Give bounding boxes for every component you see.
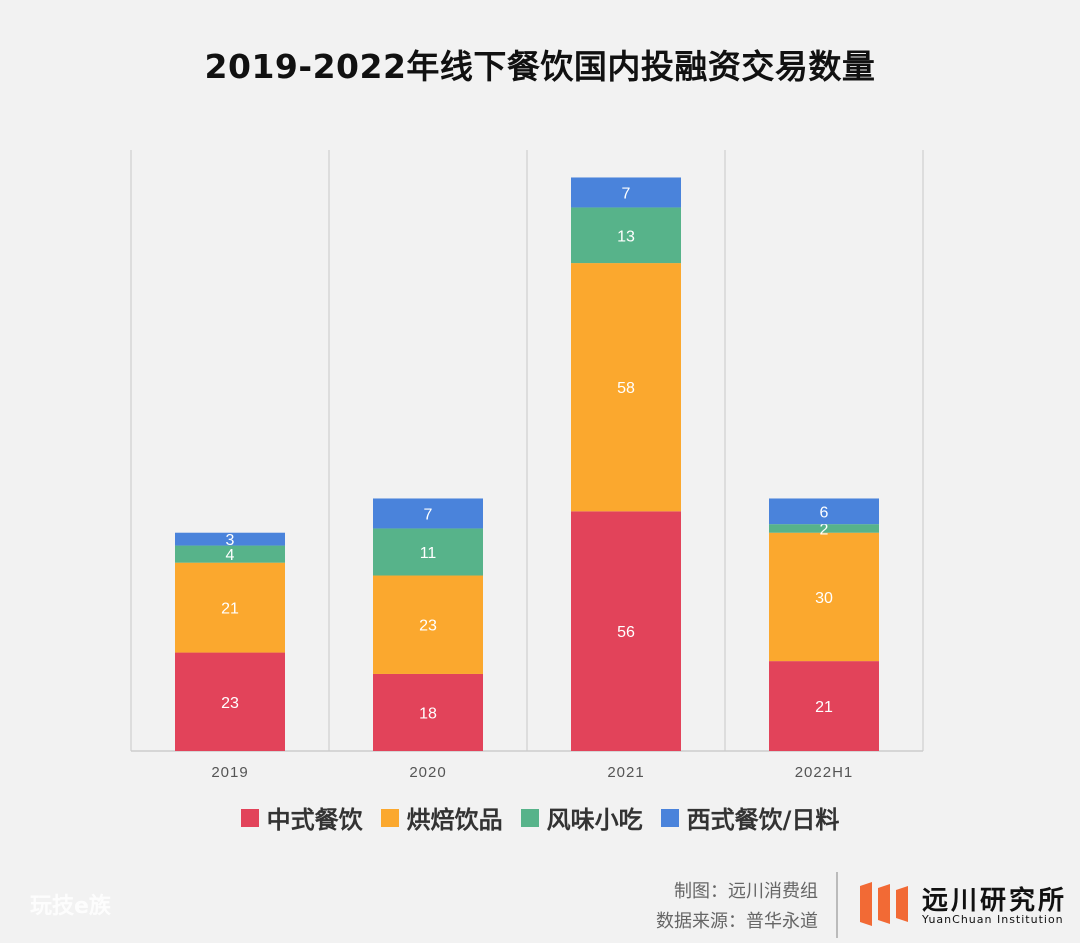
data-label: 7: [424, 506, 433, 523]
legend-label: 西式餐饮/日料: [686, 806, 840, 834]
bar-segment: [175, 545, 285, 563]
footer-credit: 制图：远川消费组 数据来源：普华永道: [656, 877, 818, 937]
bar-segment: [373, 498, 483, 529]
data-label: 7: [622, 185, 631, 202]
legend-item: 烘焙饮品: [380, 800, 503, 835]
x-tick-label: 2019: [211, 764, 248, 781]
data-label: 4: [226, 547, 235, 564]
bar-segment: [571, 177, 681, 208]
logo-name-en: YuanChuan Institution: [922, 913, 1064, 926]
stacked-bar-chart: 23 21 43 2019 18 23 11 7 2020 56 58 13 7 2021 21 30 26 20…: [130, 150, 924, 781]
data-label: 11: [420, 545, 437, 562]
bar-segment: [373, 673, 483, 751]
watermark: 玩技e族: [30, 894, 111, 919]
bar-segment: [373, 575, 483, 674]
bar-segment: [769, 524, 879, 533]
x-tick-label: 2021: [607, 764, 644, 781]
bar-segment: [373, 528, 483, 576]
legend-item: 风味小吃: [520, 800, 643, 835]
legend-label: 风味小吃: [546, 806, 643, 834]
legend-swatch: [240, 808, 259, 827]
x-tick-label: 2020: [409, 764, 446, 781]
legend: 中式餐饮 烘焙饮品 风味小吃 西式餐饮/日料: [0, 800, 1080, 835]
data-label: 30: [815, 590, 833, 607]
data-label: 56: [617, 624, 635, 641]
legend-label: 中式餐饮: [266, 806, 363, 834]
bar-segment: [571, 263, 681, 512]
bar-segment: [769, 532, 879, 662]
bar-segment: [175, 652, 285, 751]
data-label: 2: [820, 521, 829, 538]
bar-segment: [571, 511, 681, 751]
legend-swatch: [660, 808, 679, 827]
bar-segment: [175, 562, 285, 653]
chart-title: 2019-2022年线下餐饮国内投融资交易数量: [204, 47, 876, 86]
data-label: 6: [820, 504, 829, 521]
bar-segment: [769, 498, 879, 525]
legend-item: 中式餐饮: [240, 800, 363, 835]
bar-segment: [175, 532, 285, 546]
data-label: 21: [815, 699, 833, 716]
footer-divider: [836, 872, 838, 938]
data-label: 23: [221, 695, 239, 712]
bar-segment: [769, 661, 879, 751]
legend-label: 烘焙饮品: [406, 806, 503, 834]
data-label: 23: [419, 618, 437, 635]
legend-swatch: [520, 808, 539, 827]
logo-name-cn: 远川研究所: [922, 886, 1068, 916]
data-label: 18: [419, 705, 437, 722]
legend-item: 西式餐饮/日料: [660, 800, 840, 835]
credit-chart-maker: 制图：远川消费组: [674, 881, 818, 902]
credit-data-source: 数据来源：普华永道: [656, 911, 818, 932]
data-label: 13: [617, 228, 635, 245]
legend-swatch: [380, 808, 399, 827]
data-label: 58: [617, 380, 635, 397]
x-tick-label: 2022H1: [795, 764, 854, 781]
logo-icon: [860, 882, 908, 926]
bar-segment: [571, 207, 681, 264]
data-label: 3: [226, 532, 235, 549]
data-label: 21: [221, 601, 239, 618]
